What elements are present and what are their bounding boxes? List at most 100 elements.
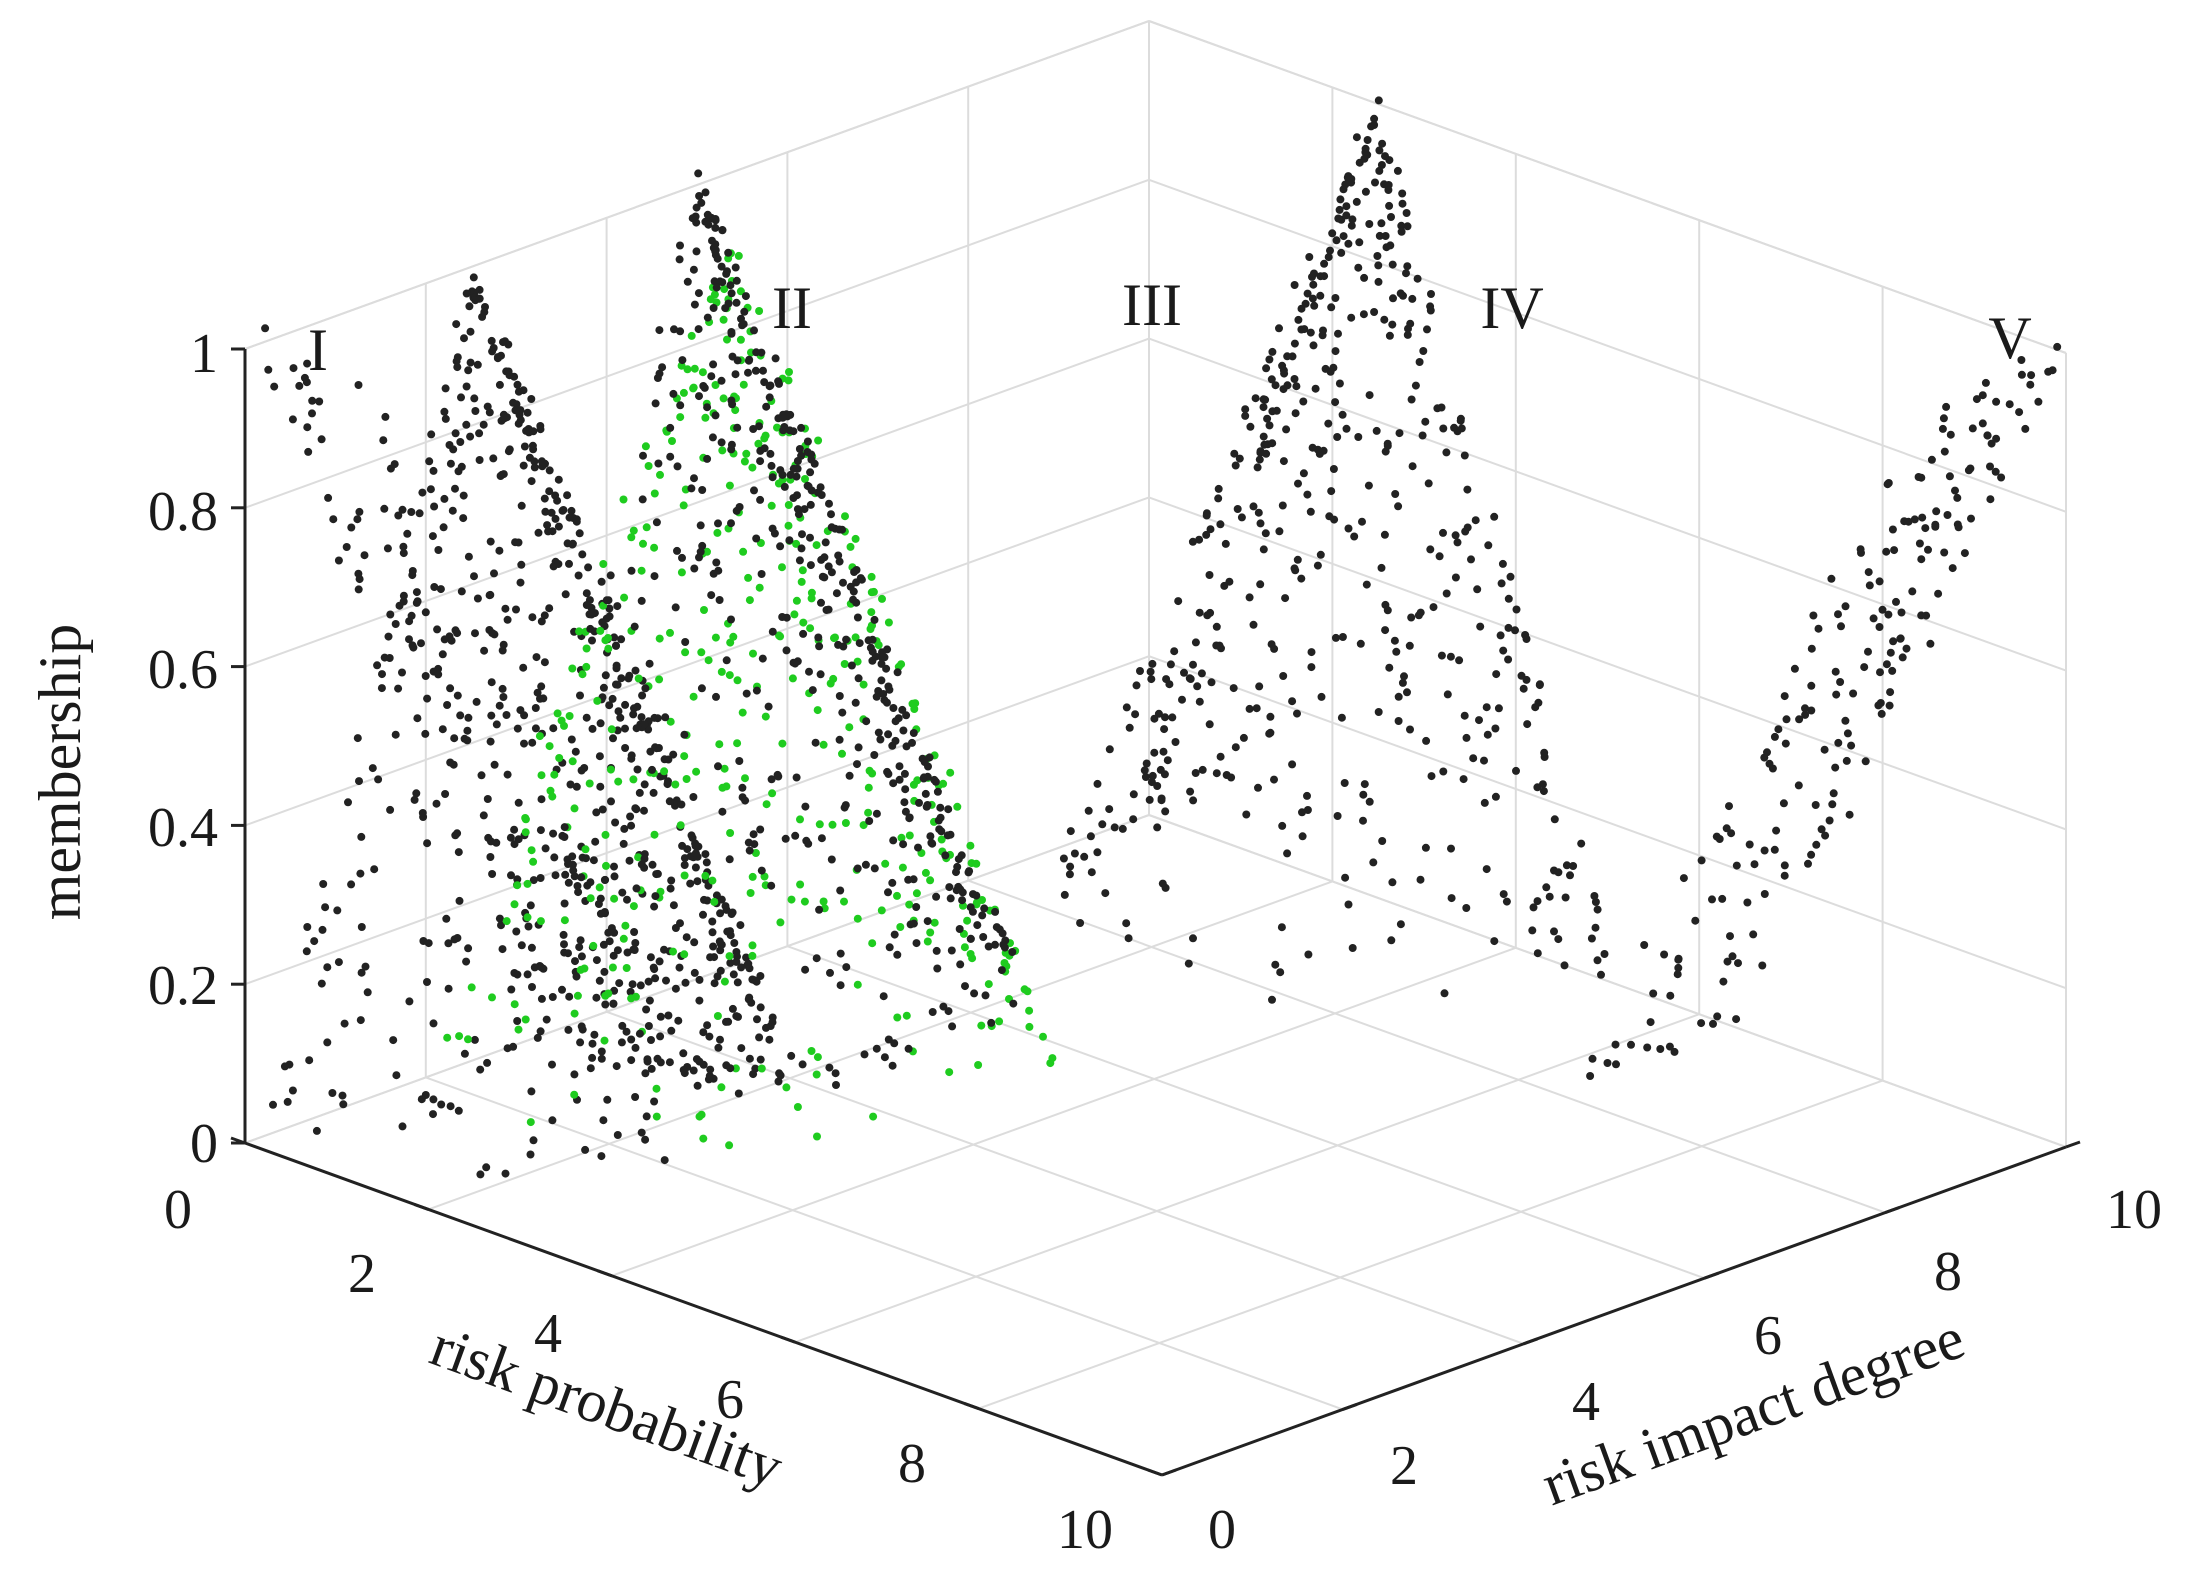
scatter-point [936,803,945,812]
scatter-point [568,664,577,673]
scatter-point [1380,315,1389,324]
scatter-point [510,825,519,834]
scatter-point [1377,161,1386,169]
scatter-point [834,551,843,560]
scatter-point [622,964,631,972]
wall-grid-line [1148,496,2067,831]
scatter-point [1459,775,1468,784]
y-axis-line [1161,1145,2067,1477]
scatter-point [599,683,608,692]
scatter-point [611,818,620,827]
scatter-point [1188,537,1197,546]
scatter-point [1834,738,1843,747]
scatter-point [901,785,910,794]
scatter-point [1331,294,1340,302]
scatter-point [835,692,844,700]
scatter-point [489,454,498,463]
x-axis-line [244,1141,1163,1477]
scatter-point [469,273,478,282]
scatter-point [725,671,734,680]
scatter-point [1310,301,1319,310]
scatter-point [1359,790,1368,799]
scatter-point [1997,473,2006,482]
scatter-point [718,226,727,235]
scatter-point [840,803,849,812]
scatter-point [1124,934,1133,943]
scatter-point [1331,398,1340,407]
scatter-point [964,868,973,877]
scatter-point [448,506,457,515]
scatter-point [384,632,393,641]
scatter-point [1290,339,1299,348]
scatter-point [742,449,751,458]
scatter-point [1371,178,1379,187]
scatter-point [1876,668,1884,677]
scatter-point [626,987,635,996]
scatter-point [441,414,450,423]
z-tick-label: 0.4 [148,797,218,859]
scatter-point [678,356,687,365]
scatter-point [1313,561,1322,570]
scatter-point [592,808,601,817]
scatter-point [776,542,785,551]
x-tick-label: 2 [348,1243,376,1305]
scatter-point [1340,779,1349,787]
scatter-point [961,982,969,991]
scatter-point [1612,1060,1620,1069]
scatter-point [1986,462,1994,471]
scatter-point [446,1102,455,1111]
scatter-point [731,1064,740,1073]
scatter-point [383,544,392,553]
scatter-point [621,921,630,930]
scatter-point [428,532,437,541]
scatter-point [605,701,614,710]
scatter-point [596,894,605,903]
scatter-point [1256,580,1265,589]
scatter-point [495,546,504,555]
scatter-point [1948,564,1957,573]
scatter-point [1290,564,1299,573]
scatter-point [1927,455,1936,464]
scatter-point [1393,166,1402,175]
scatter-point [610,633,619,642]
scatter-point [355,575,364,584]
scatter-point [1292,382,1301,391]
scatter-point [1857,548,1865,557]
scatter-point [956,885,965,894]
scatter-point [610,872,619,881]
scatter-point [726,927,734,936]
scatter-point [1897,608,1906,617]
scatter-point [460,1049,469,1058]
scatter-point [851,534,860,543]
scatter-point [593,696,602,705]
scatter-point [966,934,975,943]
scatter-point [1249,620,1258,629]
scatter-point [825,1063,834,1072]
scatter-point [1327,303,1336,312]
scatter-point [567,735,576,744]
scatter-point [1335,379,1344,388]
scatter-point [877,659,886,668]
scatter-point [1352,133,1361,142]
scatter-point [865,817,874,825]
scatter-point [676,919,684,928]
scatter-point [1282,425,1291,434]
scatter-point [637,1128,646,1137]
scatter-point [793,464,802,473]
scatter-point [580,764,589,772]
scatter-point [687,331,696,340]
scatter-point [1189,934,1197,943]
scatter-point [1939,414,1948,423]
scatter-point [723,335,731,344]
scatter-point [1359,816,1367,825]
scatter-point [713,1012,722,1020]
scatter-point [288,1086,297,1095]
scatter-point [1831,667,1840,676]
scatter-point [849,587,858,596]
scatter-point [867,572,876,581]
scatter-point [597,1047,606,1056]
scatter-point [324,493,333,502]
scatter-point [1940,447,1949,456]
scatter-point [1256,448,1265,457]
scatter-point [784,501,793,509]
